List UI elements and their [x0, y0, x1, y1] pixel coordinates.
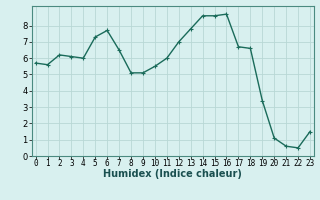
X-axis label: Humidex (Indice chaleur): Humidex (Indice chaleur)	[103, 169, 242, 179]
